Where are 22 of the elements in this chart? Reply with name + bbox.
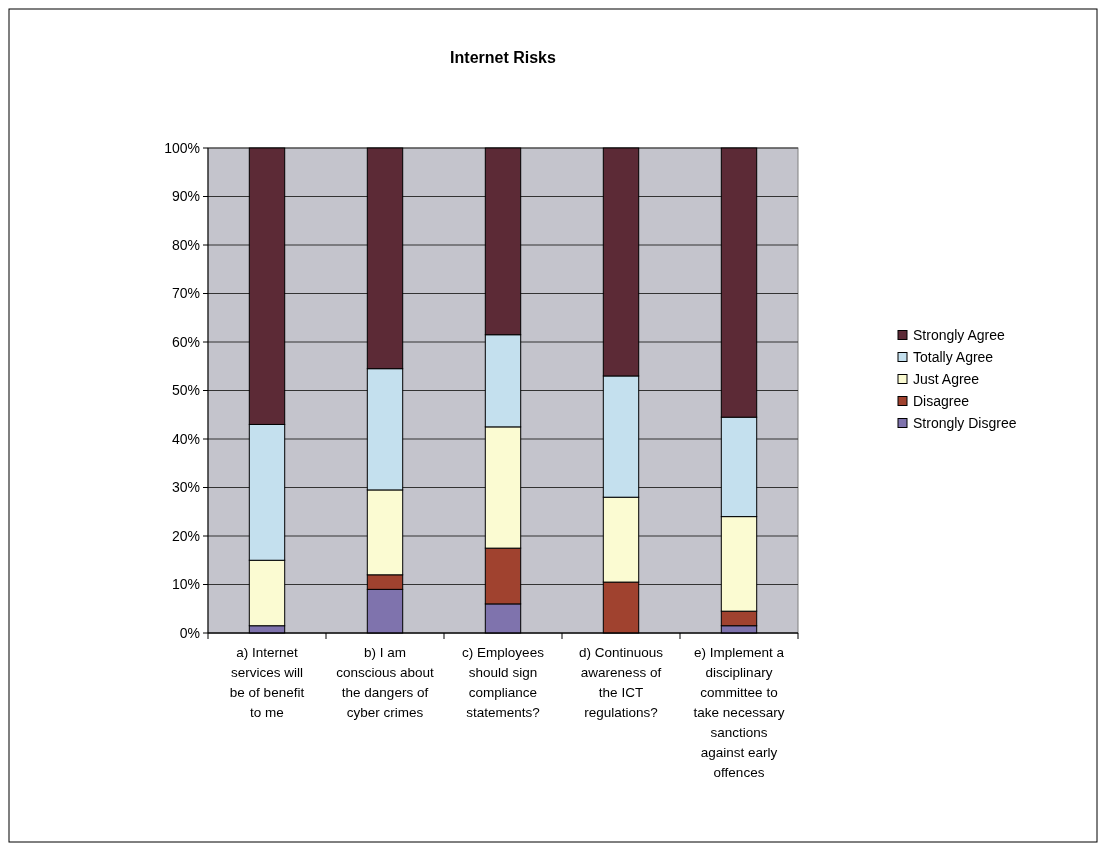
x-tick-label: a) Internet services will be of benefit to me	[229, 645, 305, 720]
legend-label: Strongly Agree	[913, 327, 1006, 344]
x-tick-label: c) Employees should sign compliance statements?	[462, 645, 545, 720]
y-tick-label: 10%	[171, 576, 200, 593]
legend-label: Just Agree	[913, 371, 980, 388]
y-tick-label: 80%	[171, 236, 200, 253]
x-tick-label: d) Continuous awareness of the ICT regulations?	[578, 645, 664, 720]
chart-title: Internet Risks	[450, 49, 557, 66]
legend-label: Disagree	[913, 393, 970, 410]
y-tick-label: 30%	[171, 479, 200, 496]
legend-label: Totally Agree	[913, 349, 994, 366]
y-tick-label: 0%	[179, 624, 200, 641]
y-tick-label: 100%	[164, 139, 200, 156]
y-tick-label: 60%	[171, 333, 200, 350]
legend-label: Strongly Disgree	[913, 415, 1017, 432]
x-tick-label: e) Implement a disciplinary committee to take necessary sanctions against early offences	[693, 645, 785, 780]
y-tick-label: 50%	[171, 382, 200, 399]
x-tick-label: b) I am conscious about the dangers of cyber crimes	[336, 645, 435, 720]
y-tick-label: 20%	[171, 527, 200, 544]
y-tick-label: 90%	[171, 188, 200, 205]
y-tick-label: 70%	[171, 285, 200, 302]
y-tick-label: 40%	[171, 430, 200, 447]
